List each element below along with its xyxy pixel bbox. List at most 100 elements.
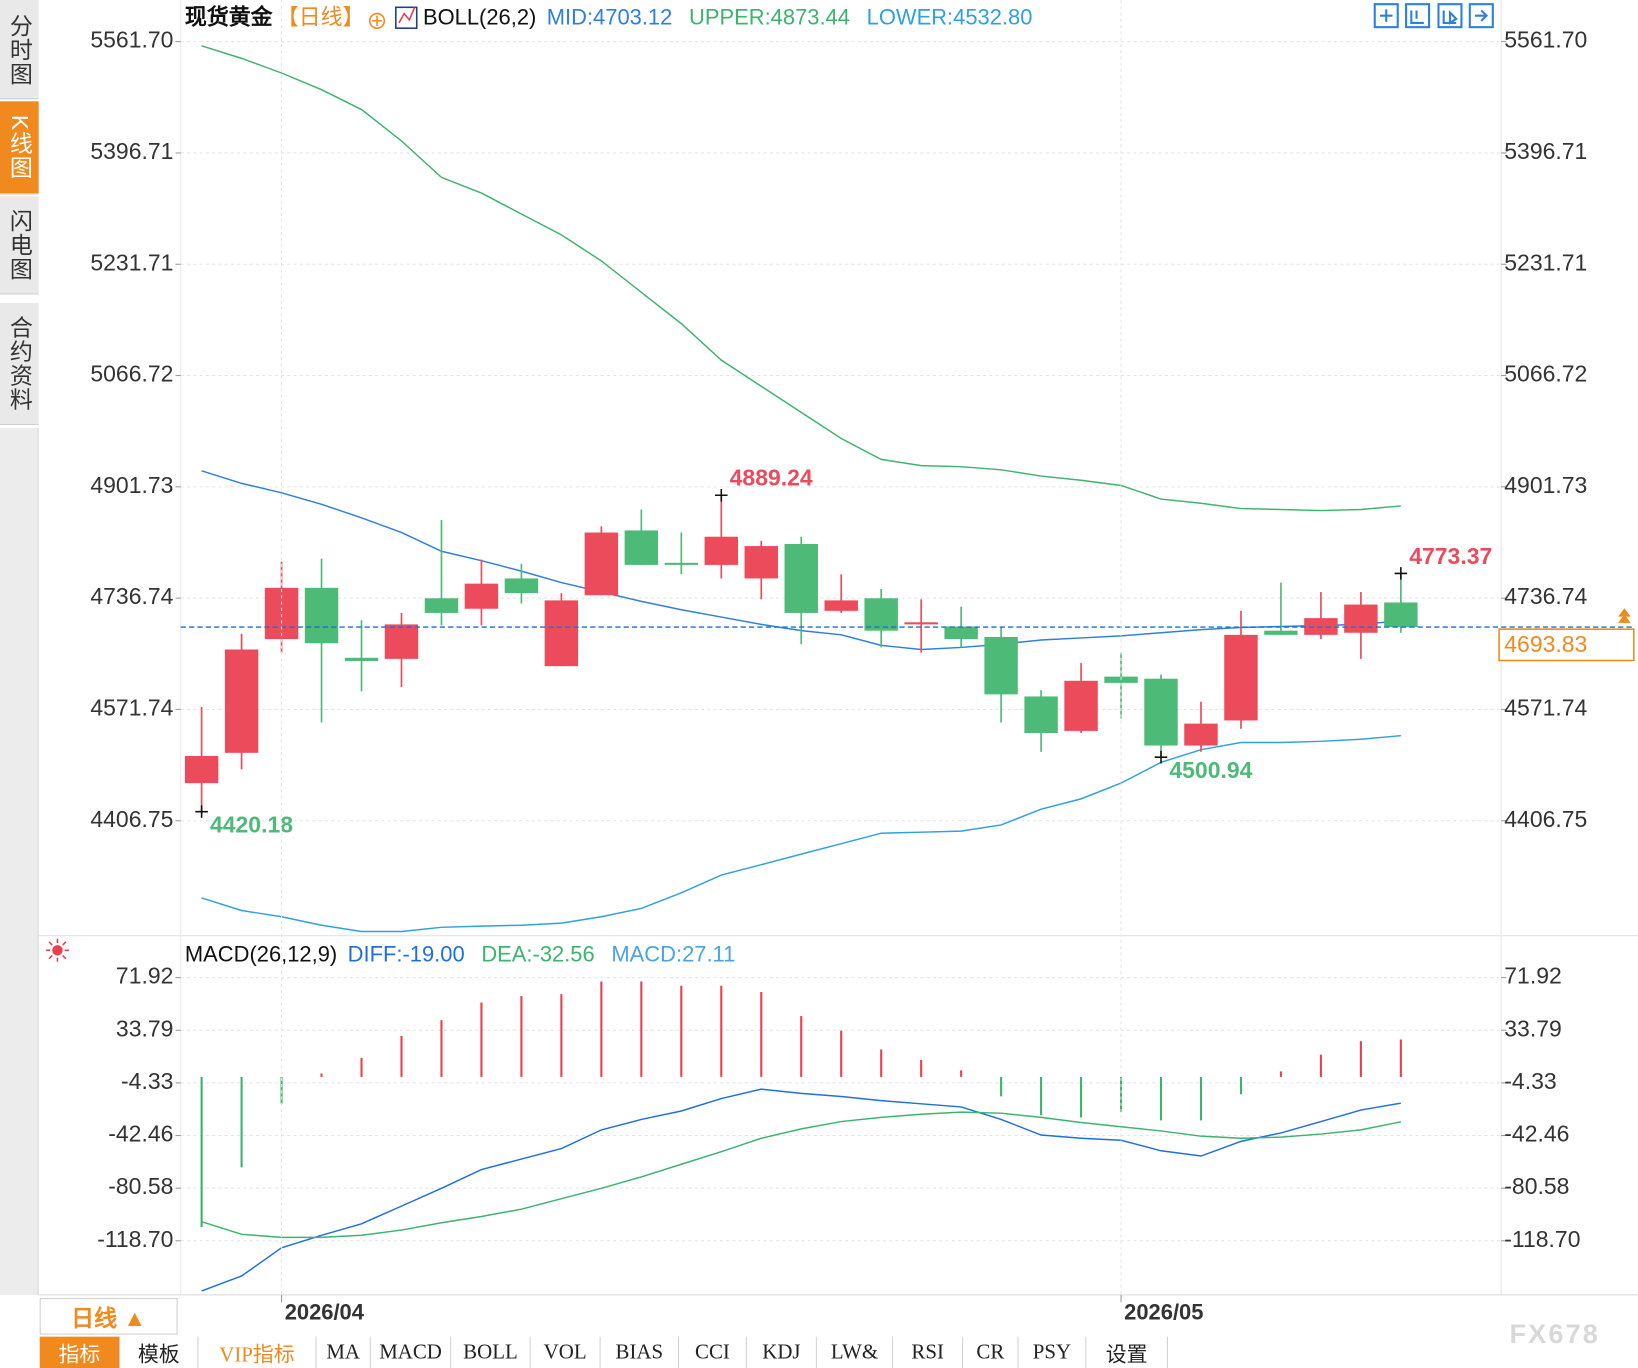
y-tick-label: 5231.71	[90, 249, 173, 275]
x-tick-label: 2026/04	[285, 1299, 365, 1324]
candle-body	[1144, 678, 1178, 746]
y2-tick-label: -118.70	[1504, 1226, 1580, 1252]
y-tick-label: 4571.74	[90, 694, 173, 720]
toolbar-tab[interactable]: 设置	[1086, 1336, 1168, 1368]
legend-entry: MACD:27.11	[611, 941, 735, 966]
add-icon	[368, 12, 386, 29]
y-tick-label: 5066.72	[90, 361, 173, 387]
x-tick-label: 2026/05	[1124, 1299, 1203, 1324]
icon	[52, 945, 63, 956]
candle-body	[984, 636, 1018, 695]
extreme-marker	[1154, 750, 1168, 764]
candle-body	[944, 626, 978, 640]
toolbar-tab[interactable]: BIAS	[600, 1336, 680, 1368]
view-icons	[1373, 3, 1494, 29]
y-tick-label: 4736.74	[90, 583, 173, 609]
sidebar-tab[interactable]: 分时图	[0, 0, 39, 100]
candle-body	[704, 536, 739, 565]
y2-tick-label: 5066.72	[1504, 361, 1587, 387]
y2-tick-label: 33.79	[1504, 1015, 1561, 1041]
legend-entry: UPPER:4873.44	[689, 5, 850, 30]
toolbar: 指标 模板 VIP指标 MA MACD BOLL VOL BIAS CCI KD…	[39, 1336, 1168, 1368]
indicator-icon	[395, 6, 418, 29]
candle-body	[1224, 634, 1258, 721]
toolbar-tab[interactable]: 模板	[120, 1336, 199, 1368]
extreme-label: 4773.37	[1409, 543, 1492, 569]
candle-body	[1344, 604, 1378, 633]
toolbar-tab[interactable]: RSI	[893, 1336, 964, 1368]
current-price-arrow	[1618, 608, 1631, 623]
icon-glyph	[45, 938, 69, 962]
extreme-label: 4500.94	[1169, 757, 1252, 783]
toolbar-tab[interactable]: MACD	[370, 1336, 452, 1368]
extreme-marker	[1394, 567, 1408, 580]
chart-background	[38, 0, 1638, 1337]
candle-body	[224, 649, 259, 753]
y-tick-label: -80.58	[108, 1173, 173, 1199]
candle-body	[824, 600, 858, 611]
sidebar-tab[interactable]: 闪电图	[0, 196, 39, 295]
candle-body	[784, 543, 818, 613]
add-icon-glyph	[371, 15, 383, 27]
candle-body	[504, 578, 539, 594]
toolbar-tab[interactable]: CR	[963, 1336, 1019, 1368]
extreme-marker	[195, 805, 208, 818]
y-tick-label: 5561.70	[90, 27, 173, 53]
sidebar-tab[interactable]: K线图	[0, 101, 39, 195]
sidebar-tab[interactable]: 合约资料	[0, 302, 39, 426]
y-tick-label: -42.46	[108, 1121, 173, 1147]
y-tick-label: 4901.73	[90, 472, 173, 498]
chart-title: MACD(26,12,9)	[185, 941, 337, 966]
candle-body	[344, 657, 379, 661]
toolbar-tab[interactable]: CCI	[679, 1336, 747, 1368]
toolbar-tab[interactable]: 指标	[39, 1336, 121, 1368]
candle-body	[584, 532, 619, 596]
band-line	[201, 45, 1401, 512]
y2-tick-label: 5231.71	[1504, 249, 1587, 275]
toolbar-tab[interactable]: KDJ	[746, 1336, 817, 1368]
extreme-marker	[715, 488, 728, 502]
y-tick-label: -118.70	[97, 1226, 173, 1252]
candle-body	[1264, 630, 1298, 635]
y2-tick-label: -42.46	[1504, 1121, 1569, 1147]
toolbar-tab[interactable]: BOLL	[451, 1336, 531, 1368]
toolbar-tab[interactable]: PSY	[1018, 1336, 1087, 1368]
candle-body	[384, 624, 419, 659]
candle-body	[1184, 723, 1218, 746]
y2-tick-label: -80.58	[1504, 1173, 1569, 1199]
legend-entry: DIFF:-19.00	[348, 941, 465, 966]
period-label: 【日线】	[277, 5, 365, 30]
toolbar-tab[interactable]: MA	[316, 1336, 371, 1368]
candle-body	[904, 622, 938, 625]
candle-body	[464, 583, 499, 609]
toolbar-tab[interactable]: VOL	[530, 1336, 601, 1368]
y2-tick-label: 4406.75	[1504, 806, 1587, 832]
y-tick-label: 33.79	[116, 1015, 173, 1041]
macd-line	[201, 1088, 1401, 1292]
y-tick-label: 71.92	[116, 963, 173, 989]
y-tick-label: 5396.71	[90, 138, 173, 164]
y2-tick-label: 4571.74	[1504, 694, 1587, 720]
candle-body	[744, 546, 778, 579]
y-tick-label: -4.33	[121, 1068, 173, 1094]
y2-tick-label: 5561.70	[1504, 27, 1587, 53]
period-button[interactable]: 日线 ▲	[39, 1298, 178, 1335]
indicator-label: BOLL(26,2)	[423, 5, 536, 30]
candle-body	[864, 598, 898, 631]
y2-tick-label: 5396.71	[1504, 138, 1587, 164]
toolbar-tab[interactable]: LW&	[816, 1336, 894, 1368]
candle-body	[424, 598, 459, 613]
y2-tick-label: 4901.73	[1504, 472, 1587, 498]
legend-entry: LOWER:4532.80	[867, 5, 1033, 30]
indicator-icon-glyph	[398, 7, 416, 24]
macd-icon	[45, 938, 69, 962]
candle-body	[1024, 696, 1058, 733]
toolbar-tab[interactable]: VIP指标	[198, 1336, 317, 1368]
candle-body	[624, 530, 659, 565]
extreme-label: 4420.18	[210, 811, 293, 837]
y2-tick-label: -4.33	[1504, 1068, 1556, 1094]
macd-line	[201, 1111, 1402, 1239]
chart-title: 现货黄金	[185, 5, 274, 30]
